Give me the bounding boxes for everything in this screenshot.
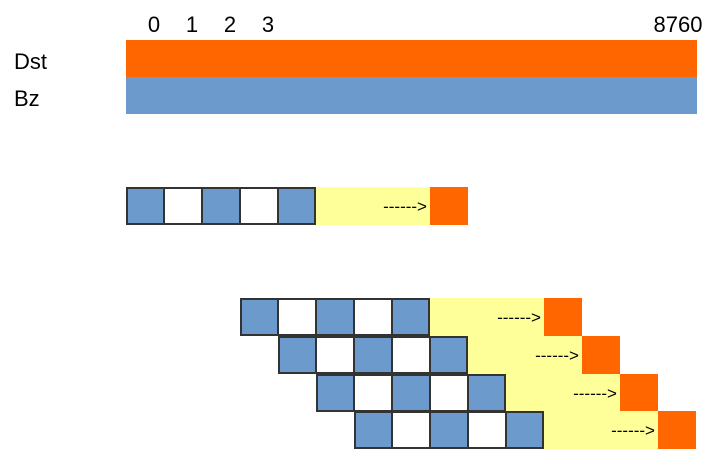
input-cell [392,298,430,336]
input-cell [354,298,392,336]
horizon-gap [506,374,620,412]
input-cell [164,187,202,225]
tick-label-2: 2 [224,12,236,37]
horizon-gap [468,336,582,374]
window-border [278,336,468,374]
row-label-bz: Bz [14,86,40,111]
input-cell [240,298,278,336]
input-cell [354,374,392,412]
window-row: ------> [240,298,582,336]
horizon-gap [430,298,544,336]
input-cell [316,374,354,412]
horizon-gap [316,187,430,225]
arrow-label: ------> [573,384,617,403]
input-cell [126,187,164,225]
tick-label-1: 1 [186,12,198,37]
input-cell [354,411,392,449]
window-border [354,411,544,449]
window-border [240,298,430,336]
row-label-dst: Dst [14,49,47,74]
input-cell [240,187,278,225]
input-cell [316,298,354,336]
input-cell [278,187,316,225]
horizon-gap [544,411,658,449]
input-cell [392,336,430,374]
arrow-label: ------> [497,308,541,327]
target-cell [544,298,582,336]
dst-bar [126,40,697,77]
window-row: ------> [354,411,696,449]
input-cell [392,411,430,449]
input-cell [202,187,240,225]
arrow-label: ------> [611,421,655,440]
window-row: ------> [126,187,468,225]
input-cell [468,374,506,412]
target-cell [658,411,696,449]
input-cell [392,374,430,412]
target-cell [430,187,468,225]
sliding-windows: ------> ------> ------> ------> ------> [126,187,696,449]
tick-label-8760: 8760 [654,12,703,37]
target-cell [582,336,620,374]
window-border [126,187,316,225]
input-cell [278,298,316,336]
input-cell [430,336,468,374]
window-row: ------> [278,336,620,374]
input-cell [506,411,544,449]
tick-label-3: 3 [262,12,274,37]
bz-bar [126,77,697,114]
input-cell [468,411,506,449]
tick-label-0: 0 [148,12,160,37]
input-cell [430,374,468,412]
arrow-label: ------> [535,346,579,365]
input-cell [278,336,316,374]
input-cell [430,411,468,449]
window-row: ------> [316,374,658,412]
input-cell [354,336,392,374]
arrow-label: ------> [383,197,427,216]
input-cell [316,336,354,374]
target-cell [620,374,658,412]
